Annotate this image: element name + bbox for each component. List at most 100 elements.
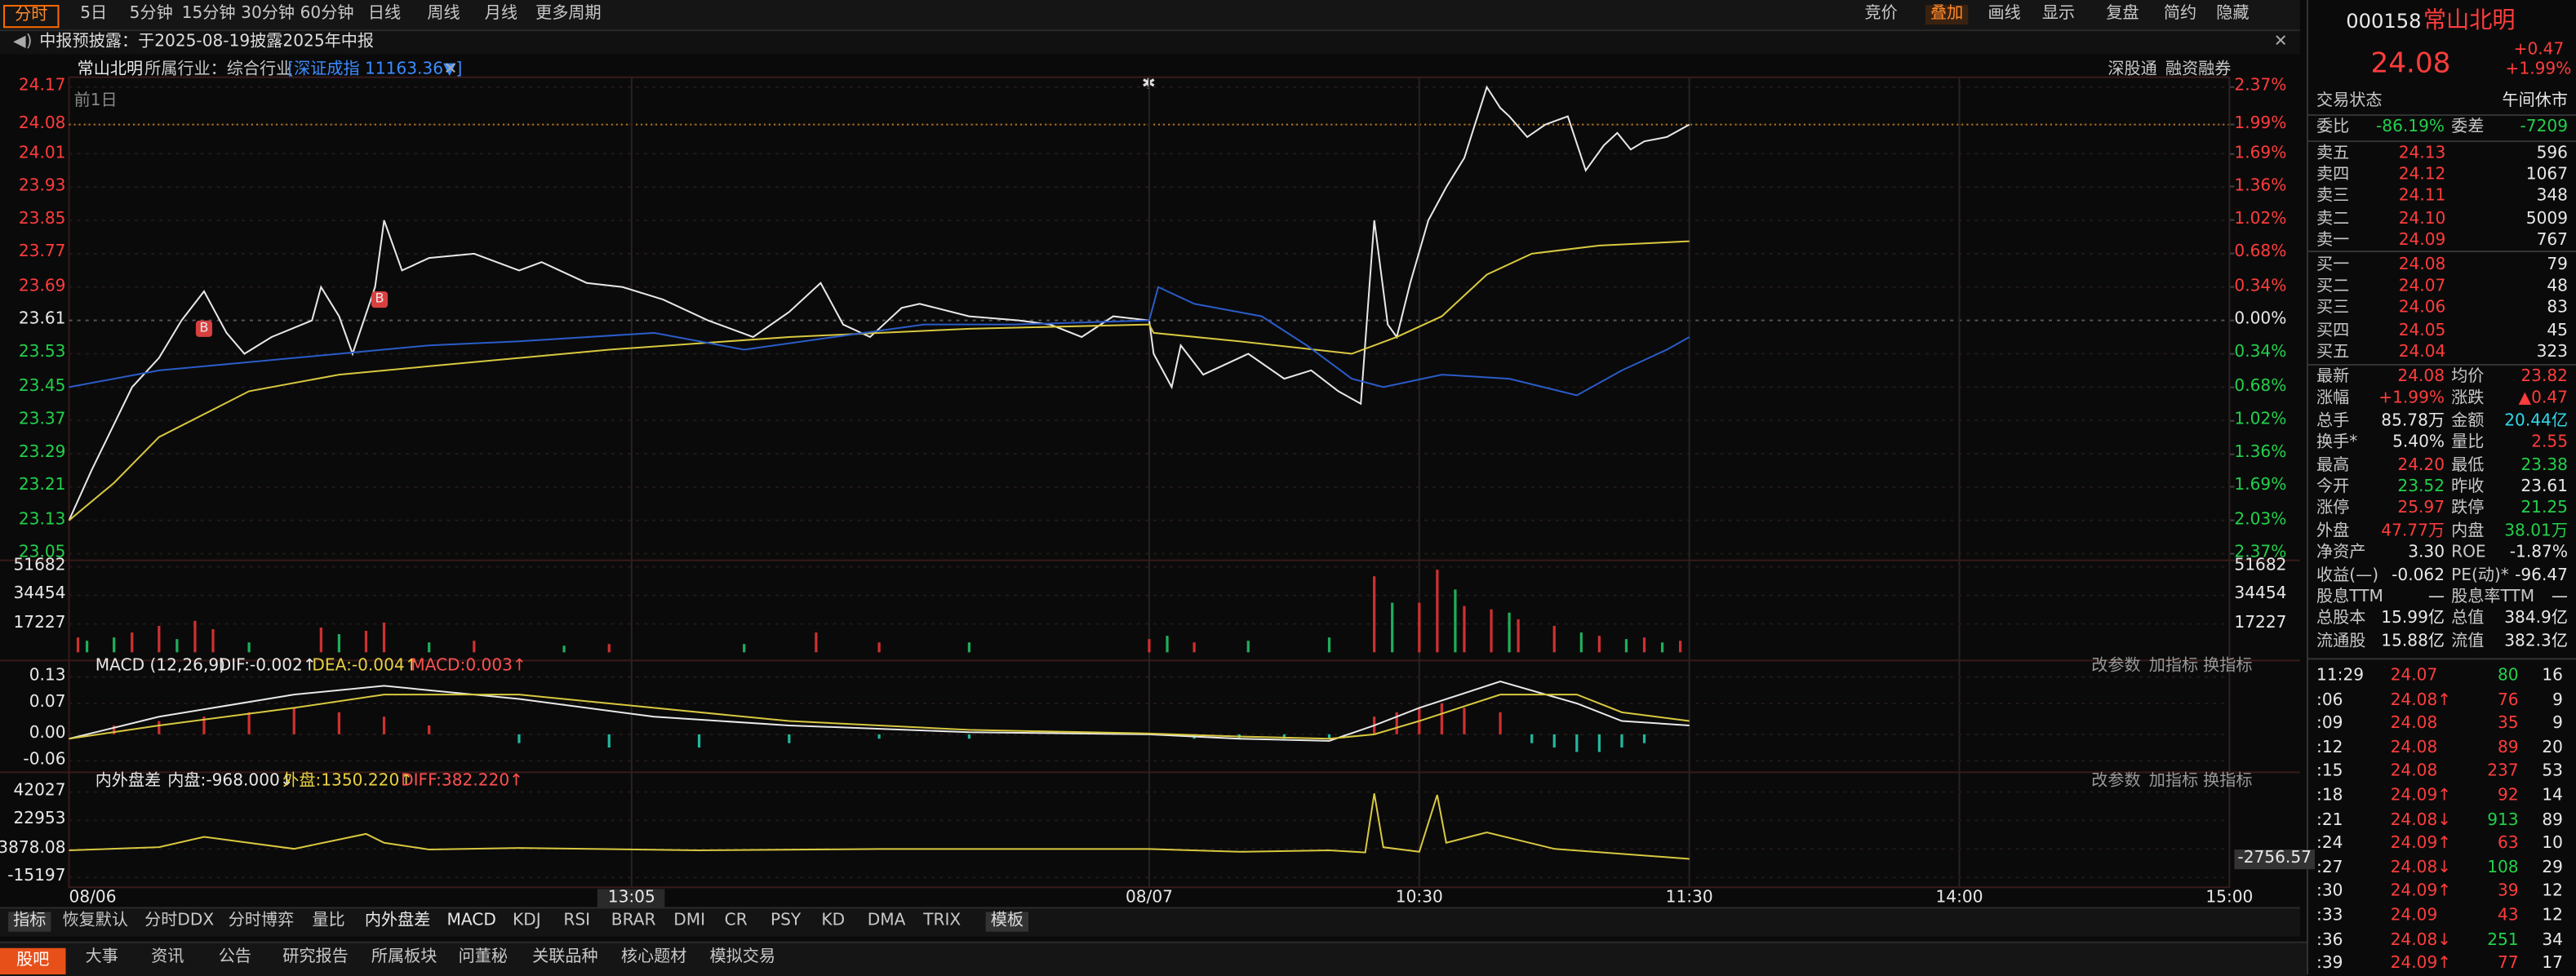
period-tab[interactable]: 分时 xyxy=(3,5,60,29)
nav-tab[interactable]: 所属板块 xyxy=(371,947,437,966)
tool-button[interactable]: 显示 xyxy=(2041,5,2076,24)
tool-button[interactable]: 竞价 xyxy=(1864,5,1898,24)
close-icon[interactable]: ✕ xyxy=(2273,33,2288,51)
y-tick-label: -15197 xyxy=(7,867,66,886)
bar xyxy=(1327,734,1331,739)
tool-button[interactable]: 画线 xyxy=(1988,5,2021,24)
panel-tool[interactable]: 加指标 xyxy=(2148,657,2199,676)
stat-value: 20.44亿 xyxy=(2504,411,2569,431)
nav-bar xyxy=(0,941,2307,976)
period-tab[interactable]: 周线 xyxy=(427,5,460,24)
bar xyxy=(562,645,566,653)
nav-tab[interactable]: 问董秘 xyxy=(458,947,508,966)
series-line xyxy=(69,694,1690,740)
tick-count: 12 xyxy=(2542,883,2563,902)
tick-volume: 63 xyxy=(2497,835,2519,854)
indicator-tab[interactable]: DMI xyxy=(673,912,706,930)
stat-value: -96.47 xyxy=(2515,566,2569,584)
panel-tool[interactable]: 改参数 xyxy=(2091,772,2141,791)
bar xyxy=(1642,637,1646,653)
tick-price: 24.08↓ xyxy=(2390,930,2452,949)
stat-label: 涨停 xyxy=(2316,499,2350,519)
stat-label: 均价 xyxy=(2451,368,2485,387)
indicator-tab[interactable]: 指标 xyxy=(8,912,51,932)
nav-tab[interactable]: 核心题材 xyxy=(620,947,687,966)
indicator-tab[interactable]: RSI xyxy=(563,912,591,930)
period-tab[interactable]: 日线 xyxy=(367,5,402,24)
period-tab[interactable]: 60分钟 xyxy=(300,5,354,24)
series-line xyxy=(69,793,1690,860)
nav-tab[interactable]: 股吧 xyxy=(0,947,66,975)
period-tab[interactable]: 5分钟 xyxy=(129,5,173,24)
indicator-tab[interactable]: CR xyxy=(724,912,748,930)
indicator-tab[interactable]: 恢复默认 xyxy=(62,912,128,930)
book-price: 24.08 xyxy=(2398,256,2446,275)
tool-button[interactable]: 复盘 xyxy=(2106,5,2139,24)
indicator-tab[interactable]: 模板 xyxy=(985,912,1029,932)
nav-tab[interactable]: 关联品种 xyxy=(532,947,598,966)
nav-tab[interactable]: 资讯 xyxy=(151,947,184,966)
tick-price: 24.08↓ xyxy=(2390,810,2452,829)
indicator-tab[interactable]: 内外盘差 xyxy=(364,912,431,930)
x-tick-label: 08/06 xyxy=(69,889,117,907)
stat-label: 总值 xyxy=(2451,610,2485,628)
stat-label: 总股本 xyxy=(2316,610,2366,628)
period-tab[interactable]: 15分钟 xyxy=(181,5,236,24)
tick-time: :27 xyxy=(2316,858,2343,877)
tick-count: 9 xyxy=(2552,690,2563,710)
y2-tick-label: 1.02% xyxy=(2234,210,2287,228)
remove-overlay[interactable]: ✕ xyxy=(443,60,458,79)
tool-button[interactable]: 隐藏 xyxy=(2216,5,2250,24)
index-overlay[interactable]: [深证成指 11163.36▼] xyxy=(287,60,463,79)
bar xyxy=(337,634,341,653)
y2-tick-label: 0.68% xyxy=(2234,377,2287,396)
nav-tab[interactable]: 公告 xyxy=(218,947,251,966)
nav-tab[interactable]: 研究报告 xyxy=(282,947,349,966)
indicator-tab[interactable]: DMA xyxy=(867,912,906,930)
change: +0.47 xyxy=(2513,41,2565,60)
stat-label: 最新 xyxy=(2316,368,2350,387)
bar xyxy=(1620,734,1623,748)
stat-value: 23.82 xyxy=(2520,368,2569,387)
tick-price: 24.09↑ xyxy=(2390,835,2452,854)
bar xyxy=(428,725,431,734)
period-tab[interactable]: 更多周期 xyxy=(535,5,602,24)
stat-label: 涨幅 xyxy=(2316,389,2350,409)
bar xyxy=(1454,589,1457,653)
y-tick-label: 23.45 xyxy=(18,377,66,396)
indicator-tab[interactable]: 分时博弈 xyxy=(228,912,295,930)
indicator-tab[interactable]: 量比 xyxy=(312,912,345,930)
tick-time: :15 xyxy=(2316,763,2343,782)
indicator-tab[interactable]: MACD xyxy=(446,912,496,930)
bar xyxy=(788,734,791,743)
tool-button[interactable]: 简约 xyxy=(2163,5,2197,24)
period-tab[interactable]: 月线 xyxy=(484,5,518,24)
indicator-tab[interactable]: BRAR xyxy=(611,912,656,930)
panel-tool[interactable]: 加指标 xyxy=(2148,772,2199,791)
book-price: 24.09 xyxy=(2398,231,2446,250)
panel-tool[interactable]: 换指标 xyxy=(2203,772,2253,791)
panel-tool[interactable]: 改参数 xyxy=(2091,657,2141,676)
tool-button[interactable]: 叠加 xyxy=(1925,5,1969,25)
tick-price: 24.08↓ xyxy=(2390,858,2452,877)
buy-marker-label: B xyxy=(375,291,384,307)
book-price: 24.13 xyxy=(2398,144,2446,163)
indicator-tab[interactable]: KD xyxy=(821,912,846,930)
nav-tab[interactable]: 模拟交易 xyxy=(709,947,776,966)
y2-tick-label: 0.34% xyxy=(2234,277,2287,295)
period-tab[interactable]: 30分钟 xyxy=(241,5,295,24)
link[interactable]: 融资融券 xyxy=(2165,60,2232,79)
indicator-tab[interactable]: PSY xyxy=(771,912,802,930)
book-price: 24.05 xyxy=(2398,321,2446,339)
panel-tool[interactable]: 换指标 xyxy=(2203,657,2253,676)
indicator-tab[interactable]: TRIX xyxy=(923,912,962,930)
book-price: 24.11 xyxy=(2398,188,2446,206)
period-tab[interactable]: 5日 xyxy=(80,5,108,24)
indicator-tab[interactable]: KDJ xyxy=(512,912,541,930)
nav-tab[interactable]: 大事 xyxy=(85,947,118,966)
indicator-tab[interactable]: 分时DDX xyxy=(144,912,215,930)
link[interactable]: 深股通 xyxy=(2107,60,2157,79)
tick-price: 24.09↑ xyxy=(2390,883,2452,902)
bar xyxy=(815,632,818,653)
